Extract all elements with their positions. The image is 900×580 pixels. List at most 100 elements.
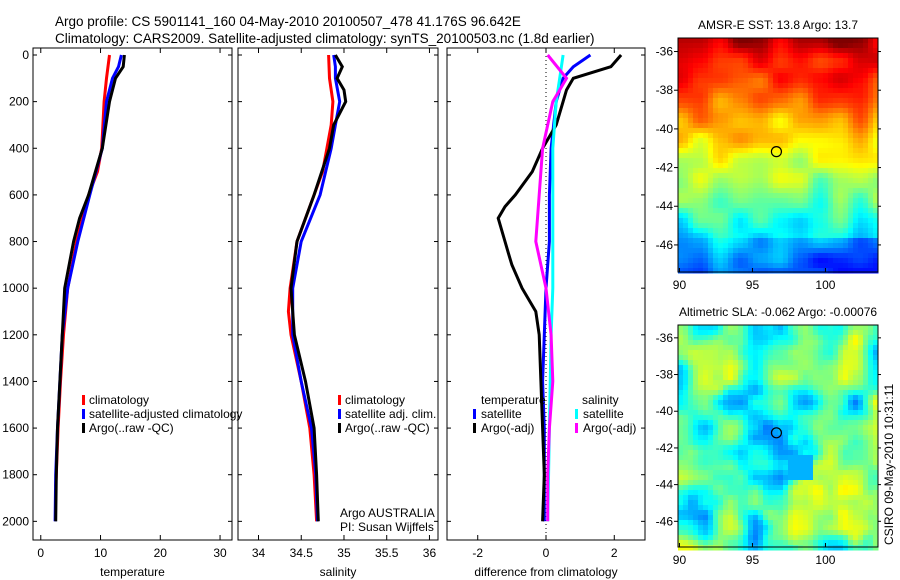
map-cell	[838, 48, 844, 54]
map-cell	[773, 233, 779, 239]
map-cell	[818, 490, 824, 496]
map-cell	[863, 213, 869, 219]
map-cell	[743, 168, 749, 174]
map-cell	[698, 173, 704, 179]
map-cell	[688, 375, 694, 381]
map-cell	[808, 198, 814, 204]
map-cell	[713, 148, 719, 154]
map-cell	[693, 213, 699, 219]
map-cell	[763, 530, 769, 536]
map-cell	[763, 540, 769, 546]
map-cell	[678, 118, 684, 124]
map-cell	[808, 223, 814, 229]
map-cell	[713, 243, 719, 249]
map-cell	[813, 425, 819, 431]
y-tick-label: 1200	[2, 328, 29, 342]
map-cell	[783, 68, 789, 74]
map-cell	[758, 148, 764, 154]
map-cell	[773, 118, 779, 124]
map-cell	[753, 325, 759, 331]
map-cell	[733, 268, 739, 274]
map-cell	[753, 258, 759, 264]
map-cell	[698, 460, 704, 466]
map-cell	[728, 450, 734, 456]
map-cell	[728, 263, 734, 269]
map-cell	[868, 490, 874, 496]
map-cell	[763, 248, 769, 254]
map-cell	[678, 495, 684, 501]
map-cell	[793, 78, 799, 84]
map-cell	[693, 340, 699, 346]
map-cell	[708, 530, 714, 536]
map-cell	[848, 385, 854, 391]
map-cell	[803, 113, 809, 119]
map-cell	[873, 445, 879, 451]
map-cell	[823, 475, 829, 481]
map-cell	[813, 223, 819, 229]
map-cell	[753, 540, 759, 546]
map-cell	[768, 475, 774, 481]
map-cell	[758, 248, 764, 254]
map-cell	[873, 263, 879, 269]
map-cell	[868, 390, 874, 396]
map-cell	[718, 350, 724, 356]
map-cell	[683, 163, 689, 169]
map-cell	[743, 238, 749, 244]
map-cell	[748, 355, 754, 361]
map-cell	[688, 465, 694, 471]
map-cell	[703, 360, 709, 366]
map-cell	[823, 68, 829, 74]
map-cell	[768, 360, 774, 366]
map-cell	[748, 83, 754, 89]
map-cell	[748, 93, 754, 99]
map-cell	[683, 465, 689, 471]
map-cell	[698, 445, 704, 451]
map-cell	[853, 218, 859, 224]
legend-swatch	[575, 409, 578, 419]
map-cell	[758, 238, 764, 244]
map-cell	[728, 143, 734, 149]
map-cell	[748, 88, 754, 94]
map-cell	[783, 113, 789, 119]
map-cell	[683, 495, 689, 501]
map-cell	[858, 123, 864, 129]
map-cell	[698, 78, 704, 84]
map-cell	[788, 153, 794, 159]
map-cell	[808, 405, 814, 411]
legend-label: satellite	[583, 407, 624, 421]
map-cell	[728, 545, 734, 551]
map-cell	[723, 118, 729, 124]
map-cell	[873, 335, 879, 341]
map-cell	[738, 440, 744, 446]
map-cell	[833, 53, 839, 59]
map-cell	[798, 515, 804, 521]
map-cell	[763, 420, 769, 426]
map-cell	[688, 38, 694, 44]
map-cell	[783, 450, 789, 456]
map-cell	[768, 335, 774, 341]
map-cell	[743, 425, 749, 431]
map-cell	[748, 98, 754, 104]
map-cell	[683, 385, 689, 391]
map-cell	[853, 213, 859, 219]
map-cell	[743, 410, 749, 416]
map-cell	[873, 203, 879, 209]
map-cell	[858, 460, 864, 466]
map-cell	[833, 405, 839, 411]
map-cell	[728, 228, 734, 234]
map-cell	[773, 340, 779, 346]
map-cell	[863, 445, 869, 451]
map-cell	[743, 138, 749, 144]
map-cell	[778, 380, 784, 386]
map-cell	[683, 510, 689, 516]
map-cell	[768, 133, 774, 139]
map-cell	[783, 360, 789, 366]
map-cell	[723, 350, 729, 356]
map-cell	[843, 108, 849, 114]
map-cell	[773, 395, 779, 401]
map-cell	[733, 233, 739, 239]
map-cell	[708, 208, 714, 214]
map-cell	[873, 430, 879, 436]
map-cell	[823, 133, 829, 139]
map-cell	[693, 455, 699, 461]
